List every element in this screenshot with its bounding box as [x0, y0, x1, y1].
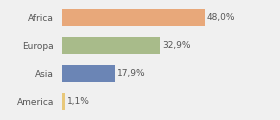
Text: 32,9%: 32,9% — [162, 41, 191, 50]
Bar — [62, 93, 65, 110]
Bar — [62, 37, 160, 54]
Bar — [62, 9, 205, 26]
Bar — [62, 65, 115, 82]
Text: 48,0%: 48,0% — [207, 13, 235, 22]
Text: 1,1%: 1,1% — [67, 97, 90, 106]
Text: 17,9%: 17,9% — [117, 69, 146, 78]
